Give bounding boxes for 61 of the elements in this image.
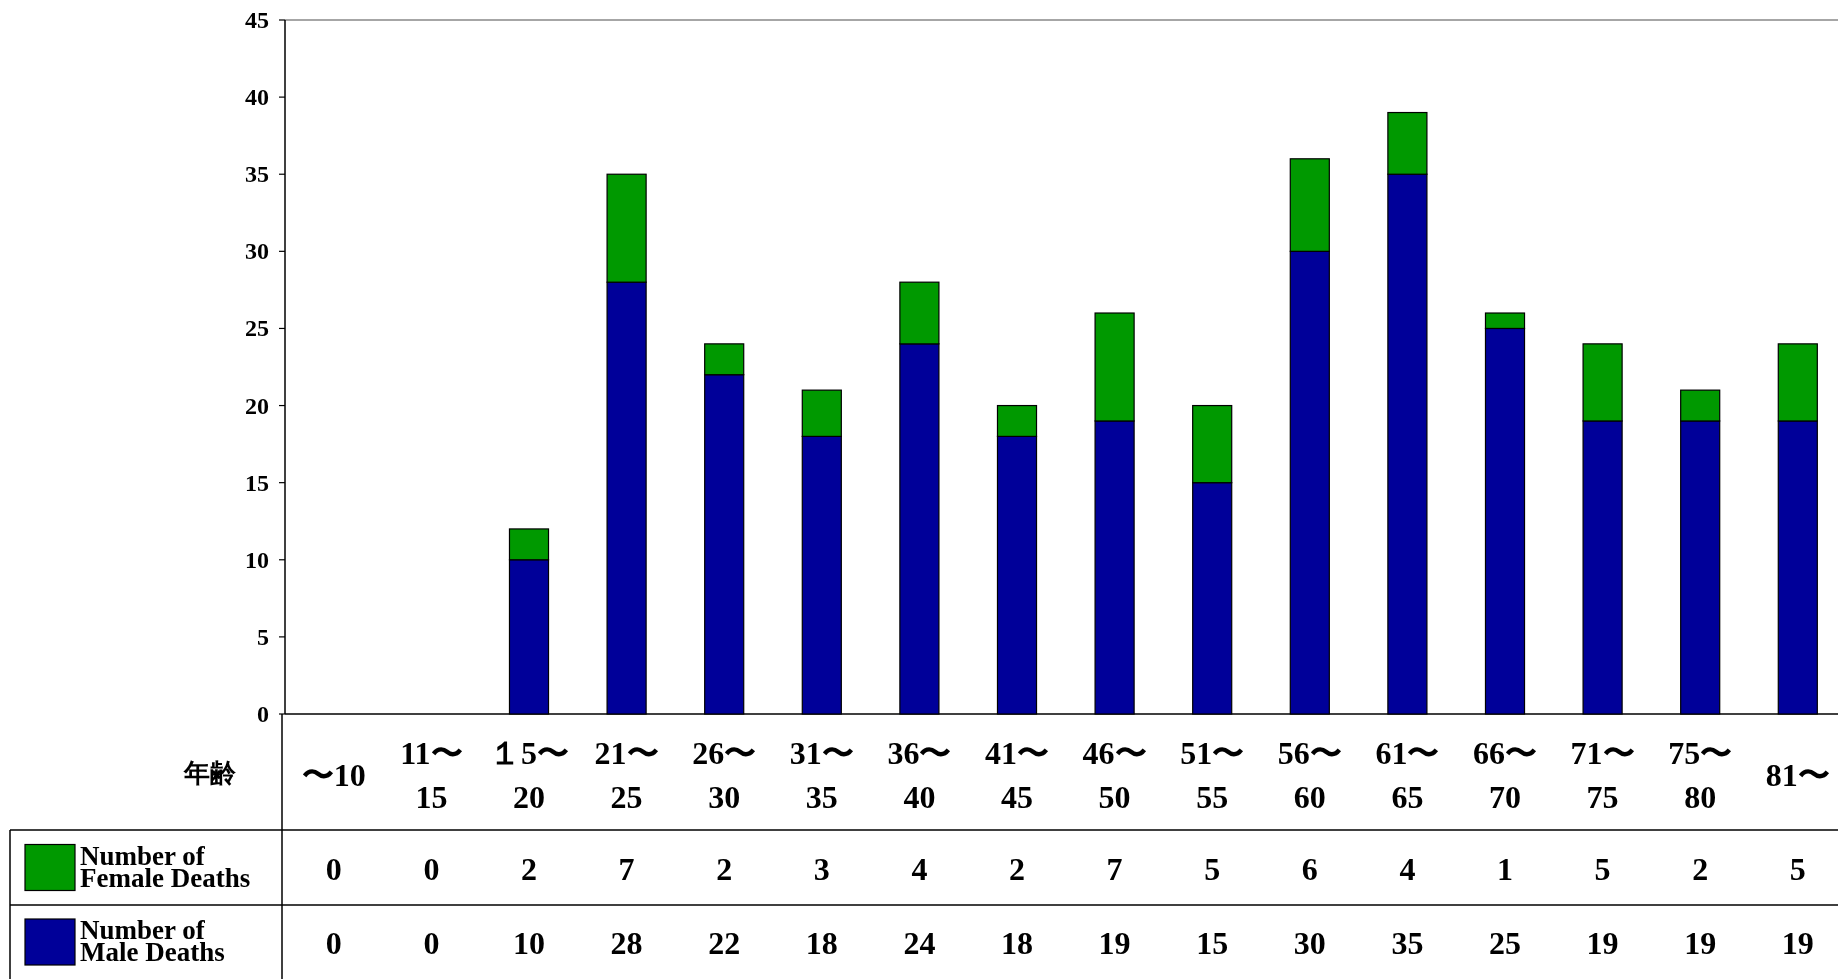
data-label: 28 (610, 925, 643, 961)
data-label: 18 (805, 925, 838, 961)
data-label: 4 (1399, 850, 1416, 887)
y-tick-label: 5 (257, 623, 269, 650)
data-label: 7 (1106, 850, 1123, 887)
data-label: 7 (618, 850, 635, 887)
y-tick-label: 45 (245, 7, 269, 33)
data-label: 19 (1098, 925, 1131, 961)
data-label: 15 (1196, 925, 1229, 961)
data-label: 0 (325, 850, 342, 887)
data-label: 0 (423, 925, 440, 961)
data-label: 3 (813, 850, 830, 887)
data-label: 24 (903, 925, 936, 961)
x-tick-label: １5〜20 (489, 735, 569, 815)
data-label: 2 (1009, 850, 1025, 887)
data-label: 19 (1684, 925, 1717, 961)
legend-label: Number of Male Deaths (80, 915, 225, 967)
data-label: 2 (716, 850, 733, 887)
data-label: 2 (1692, 850, 1709, 887)
data-label: 4 (911, 850, 928, 887)
data-label: 5 (1789, 850, 1806, 887)
x-tick-label: 31〜35 (789, 735, 854, 815)
y-tick-label: 15 (245, 469, 269, 496)
x-tick-label: 71〜75 (1570, 735, 1635, 815)
data-label: 0 (325, 925, 342, 961)
data-label: 30 (1293, 925, 1326, 961)
data-label: 1 (1497, 850, 1513, 887)
data-label: 19 (1586, 925, 1619, 961)
x-tick-label: 56〜60 (1277, 735, 1342, 815)
x-tick-label: 46〜50 (1082, 735, 1147, 815)
legend-label: Number of Female Deaths (80, 840, 251, 893)
x-tick-label: 〜10 (301, 757, 366, 793)
x-tick-label: 66〜70 (1473, 735, 1537, 815)
y-tick-label: 0 (257, 701, 269, 727)
data-label: 18 (1001, 925, 1033, 961)
data-label: 22 (708, 925, 741, 961)
y-tick-label: 40 (245, 84, 269, 111)
data-label: 10 (513, 925, 545, 961)
x-tick-label: 75〜80 (1668, 735, 1733, 815)
data-label: 35 (1391, 925, 1424, 961)
data-label: 19 (1781, 925, 1814, 961)
x-tick-label: 81〜 (1765, 757, 1830, 793)
y-tick-label: 10 (245, 546, 269, 573)
data-label: 25 (1489, 925, 1521, 961)
y-tick-label: 20 (245, 392, 269, 419)
x-tick-label: 36〜40 (887, 735, 952, 815)
x-tick-label: 41〜45 (985, 735, 1049, 815)
y-tick-label: 25 (245, 315, 269, 342)
data-label: 2 (521, 850, 537, 887)
x-tick-label: 26〜30 (692, 735, 757, 815)
x-axis-title: 年齢 (183, 759, 237, 788)
x-tick-label: 11〜15 (400, 735, 463, 815)
y-tick-label: 30 (245, 238, 269, 265)
data-label: 5 (1594, 850, 1611, 887)
x-tick-label: 61〜65 (1375, 735, 1440, 815)
x-tick-label: 51〜55 (1180, 735, 1245, 815)
data-label: 0 (423, 850, 440, 887)
data-label: 5 (1204, 850, 1221, 887)
y-tick-label: 35 (245, 161, 269, 188)
x-tick-label: 21〜25 (594, 735, 659, 815)
data-label: 6 (1301, 850, 1318, 887)
